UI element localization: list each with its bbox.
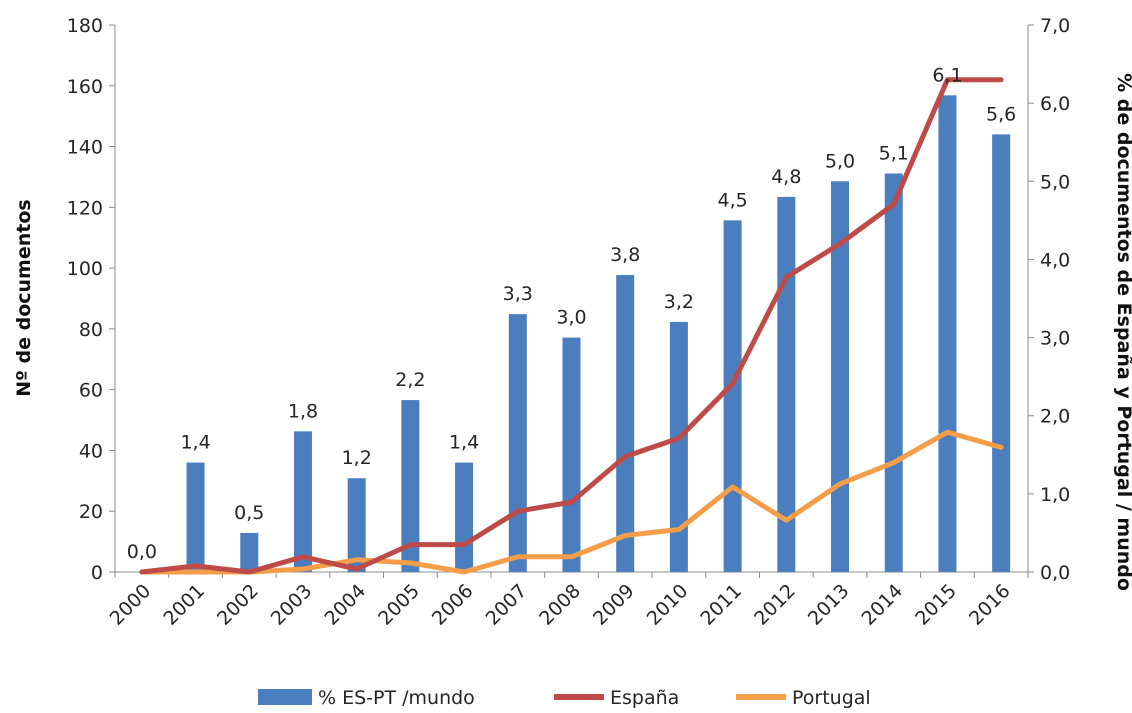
bar [293,431,312,572]
x-tick-label: 2010 [643,580,693,630]
bar-series [186,95,1011,573]
right-tick-label: 2,0 [1040,406,1070,428]
data-label: 6,1 [932,64,962,86]
bar [186,462,205,572]
x-tick-label: 2012 [750,580,800,630]
right-tick-label: 7,0 [1040,15,1070,37]
legend-label-bars: % ES-PT /mundo [318,687,475,709]
left-tick-label: 160 [67,76,103,98]
x-tick-label: 2001 [159,580,209,630]
right-tick-label: 0,0 [1040,562,1070,584]
bar [347,478,366,572]
left-tick-label: 140 [67,137,103,159]
right-tick-label: 6,0 [1040,93,1070,115]
left-tick-label: 0 [91,562,103,584]
x-tick-label: 2009 [589,580,639,630]
left-tick-label: 180 [67,15,103,37]
bar [616,275,635,572]
x-tick-label: 2003 [267,580,317,630]
legend: % ES-PT /mundo España Portugal [258,687,871,709]
x-tick-label: 2015 [911,580,961,630]
bar [240,532,259,572]
bar [562,337,581,572]
data-label: 5,6 [986,103,1016,125]
data-label: 1,4 [449,432,479,454]
right-tick-label: 5,0 [1040,171,1070,193]
x-tick-label: 2000 [106,580,156,630]
legend-swatch-bars [258,689,312,705]
x-tick-label: 2016 [965,580,1015,630]
left-tick-label: 20 [79,501,103,523]
x-tick-label: 2006 [428,580,478,630]
x-tick-label: 2008 [535,580,585,630]
line-series [139,77,1004,575]
left-tick-label: 40 [79,440,103,462]
left-tick-label: 100 [67,258,103,280]
left-axis-title: Nº de documentos [13,199,35,396]
bar [831,181,850,573]
left-tick-label: 60 [79,380,103,402]
right-tick-label: 1,0 [1040,484,1070,506]
bar [508,314,527,572]
data-label: 1,8 [288,400,318,422]
right-axis-title: % de documentos de España y Portugal / m… [1113,73,1132,591]
bar [401,400,420,572]
data-label: 5,1 [879,142,909,164]
bar [723,220,742,572]
data-label: 3,8 [610,244,640,266]
data-label: 2,2 [395,369,425,391]
data-label: 1,4 [180,432,210,454]
x-tick-label: 2002 [213,580,263,630]
data-label: 3,0 [556,307,586,329]
left-tick-label: 120 [67,197,103,219]
legend-label-portugal: Portugal [792,687,871,709]
data-label: 4,8 [771,166,801,188]
x-tick-label: 2004 [320,580,370,630]
x-tick-label: 2014 [858,580,908,630]
data-label: 3,2 [664,291,694,313]
right-tick-label: 4,0 [1040,249,1070,271]
x-tick-label: 2013 [804,580,854,630]
data-labels: 0,0 1,4 0,5 1,8 1,2 2,2 1,4 3,3 3,0 3,8 3,2 4,5 4,8 5… [127,64,1017,563]
bar [938,95,957,572]
x-tick-label: 2011 [696,580,746,630]
data-label: 3,3 [503,283,533,305]
left-tick-label: 80 [79,319,103,341]
data-label: 5,0 [825,150,855,172]
bar [669,321,688,572]
data-label: 4,5 [718,189,748,211]
legend-label-espana: España [610,687,679,709]
bar [884,173,903,572]
data-label: 1,2 [342,447,372,469]
x-tick-label: 2005 [374,580,424,630]
portugal-line [139,429,1004,575]
bar [455,462,474,572]
bar [992,134,1011,572]
data-label: 0,5 [234,502,264,524]
data-label: 0,0 [127,541,157,563]
x-tick-label: 2007 [482,580,532,630]
right-tick-label: 3,0 [1040,328,1070,350]
espana-line [139,77,1004,575]
